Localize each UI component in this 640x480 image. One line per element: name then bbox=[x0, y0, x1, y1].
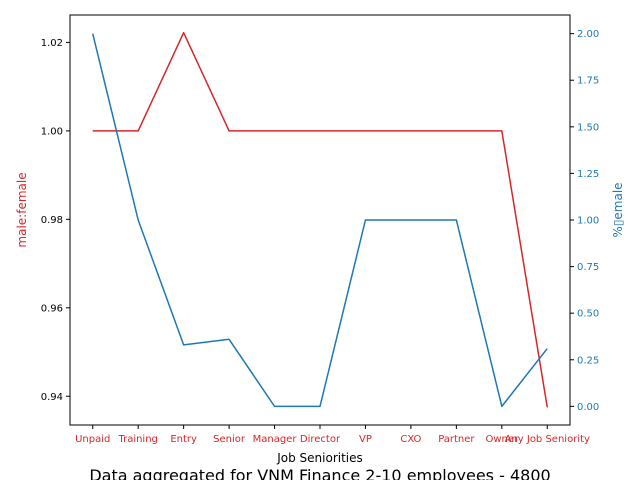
x-tick-label: Unpaid bbox=[75, 434, 110, 445]
x-tick-label: Manager bbox=[253, 434, 298, 445]
percent-female-line bbox=[92, 33, 548, 408]
x-tick-label: Owner bbox=[485, 434, 519, 445]
left-y-tick-label: 1.00 bbox=[41, 126, 63, 137]
left-y-axis-label: male:female bbox=[15, 172, 29, 247]
x-tick-label: Training bbox=[117, 434, 157, 445]
left-y-tick-label: 0.94 bbox=[41, 392, 63, 403]
right-y-tick-label: 1.50 bbox=[577, 122, 599, 133]
right-y-tick-label: 0.50 bbox=[577, 309, 599, 320]
x-tick-label: Partner bbox=[438, 434, 475, 445]
right-y-tick-label: 1.25 bbox=[577, 169, 599, 180]
x-tick-label: Any Job Seniority bbox=[505, 434, 590, 445]
left-y-tick-label: 0.98 bbox=[41, 215, 63, 226]
right-y-tick-label: 2.00 bbox=[577, 29, 599, 40]
x-tick-label: Director bbox=[300, 434, 341, 445]
plot-area-frame bbox=[69, 14, 571, 426]
left-y-tick-label: 0.96 bbox=[41, 303, 63, 314]
x-tick-label: VP bbox=[359, 434, 372, 445]
left-y-tick-label: 1.02 bbox=[41, 38, 63, 49]
chart-caption: Data aggregated for VNM Finance 2-10 emp… bbox=[89, 466, 550, 480]
x-axis-label: Job Seniorities bbox=[276, 451, 363, 465]
right-y-tick-label: 1.75 bbox=[577, 76, 599, 87]
x-tick-label: Senior bbox=[213, 434, 246, 445]
right-y-tick-label: 1.00 bbox=[577, 216, 599, 227]
right-y-tick-label: 0.75 bbox=[577, 262, 599, 273]
x-tick-label: Entry bbox=[170, 434, 197, 445]
right-y-tick-label: 0.25 bbox=[577, 355, 599, 366]
right-y-tick-label: 0.00 bbox=[577, 402, 599, 413]
male-female-ratio-line bbox=[92, 31, 549, 408]
right-y-axis-label: %▯emale bbox=[611, 182, 625, 237]
x-tick-label: CXO bbox=[400, 434, 421, 445]
